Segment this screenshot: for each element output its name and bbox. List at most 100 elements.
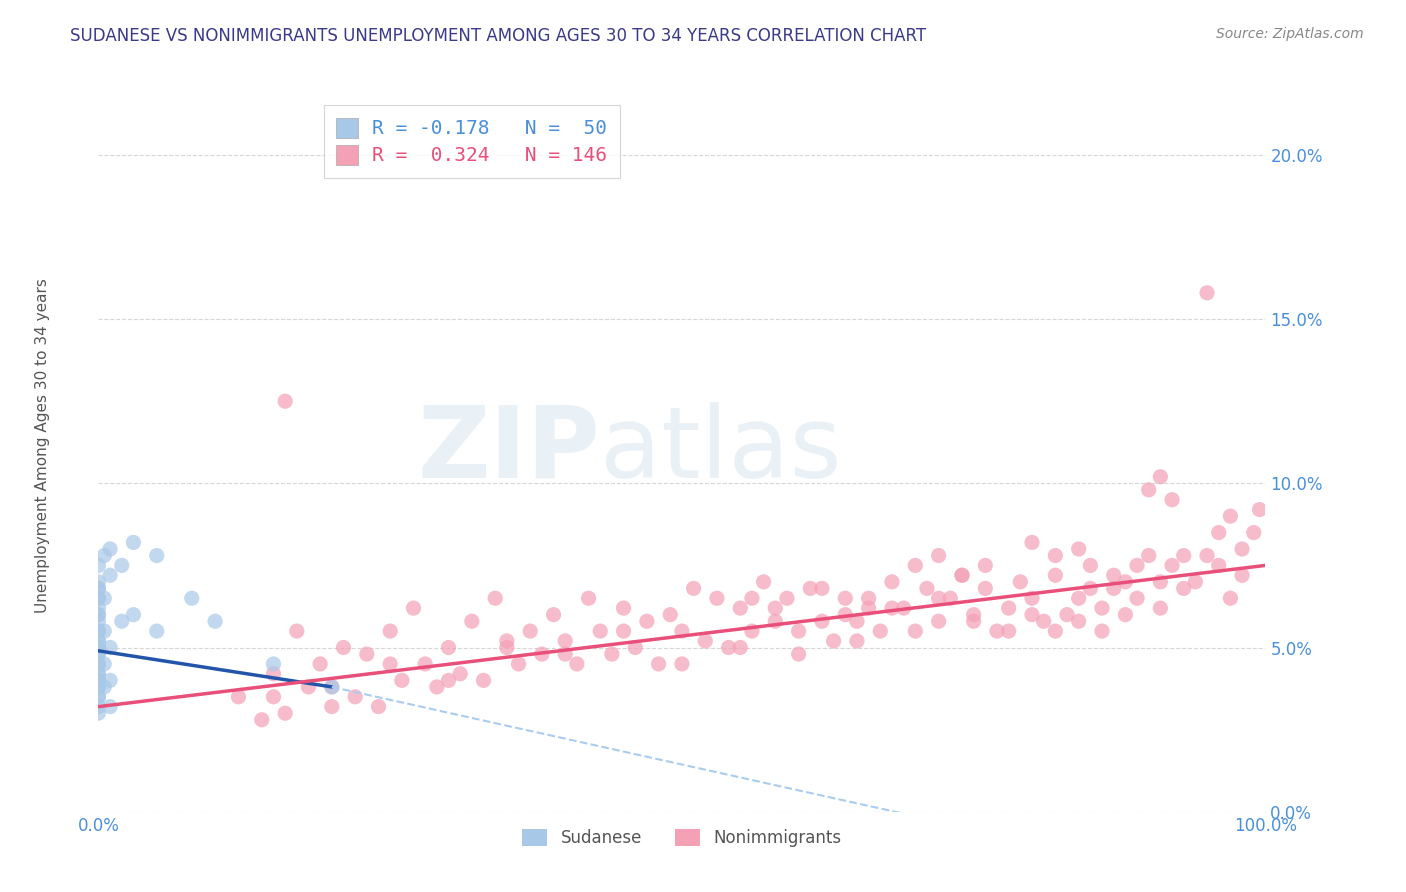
Point <box>87 680 110 694</box>
Point <box>274 394 297 409</box>
Point <box>1102 568 1125 582</box>
Point <box>1114 574 1136 589</box>
Point <box>962 614 984 628</box>
Point <box>437 673 460 688</box>
Point <box>274 706 297 721</box>
Point <box>87 634 110 648</box>
Point <box>823 634 845 648</box>
Point <box>741 591 763 606</box>
Text: Unemployment Among Ages 30 to 34 years: Unemployment Among Ages 30 to 34 years <box>35 278 49 614</box>
Point <box>367 699 389 714</box>
Point <box>1010 574 1032 589</box>
Point <box>1126 591 1149 606</box>
Point <box>1021 591 1043 606</box>
Point <box>1173 549 1195 563</box>
Legend: Sudanese, Nonimmigrants: Sudanese, Nonimmigrants <box>516 822 848 854</box>
Point <box>1219 509 1241 524</box>
Point <box>380 657 402 671</box>
Point <box>87 640 110 655</box>
Point <box>1184 574 1206 589</box>
Point <box>87 591 110 606</box>
Point <box>846 634 869 648</box>
Point <box>624 640 647 655</box>
Point <box>87 666 110 681</box>
Point <box>1161 492 1184 507</box>
Point <box>87 680 110 694</box>
Point <box>1208 558 1230 573</box>
Point <box>391 673 413 688</box>
Point <box>578 591 600 606</box>
Point <box>880 574 903 589</box>
Point <box>997 624 1019 639</box>
Point <box>87 666 110 681</box>
Point <box>87 624 110 639</box>
Point <box>332 640 354 655</box>
Point <box>1149 469 1171 483</box>
Point <box>997 601 1019 615</box>
Point <box>87 673 110 688</box>
Point <box>321 699 343 714</box>
Point <box>1208 525 1230 540</box>
Point <box>285 624 308 639</box>
Point <box>321 680 343 694</box>
Point <box>974 582 997 596</box>
Point <box>87 582 110 596</box>
Point <box>950 568 973 582</box>
Point <box>87 699 110 714</box>
Point <box>986 624 1008 639</box>
Point <box>122 607 145 622</box>
Point <box>939 591 962 606</box>
Point <box>706 591 728 606</box>
Point <box>776 591 799 606</box>
Point <box>472 673 495 688</box>
Point <box>111 614 134 628</box>
Point <box>858 591 880 606</box>
Point <box>787 624 810 639</box>
Point <box>928 549 950 563</box>
Point <box>250 713 273 727</box>
Point <box>904 558 927 573</box>
Point <box>356 647 378 661</box>
Point <box>98 699 121 714</box>
Point <box>671 624 693 639</box>
Point <box>1067 591 1090 606</box>
Point <box>87 657 110 671</box>
Point <box>204 614 226 628</box>
Point <box>600 647 623 661</box>
Point <box>799 582 821 596</box>
Point <box>787 647 810 661</box>
Point <box>846 614 869 628</box>
Point <box>811 614 834 628</box>
Text: atlas: atlas <box>600 402 842 499</box>
Point <box>93 680 115 694</box>
Point <box>496 640 519 655</box>
Point <box>93 591 115 606</box>
Point <box>1091 624 1114 639</box>
Point <box>519 624 541 639</box>
Point <box>122 535 145 549</box>
Point <box>87 607 110 622</box>
Point <box>111 558 134 573</box>
Point <box>695 634 717 648</box>
Point <box>589 624 612 639</box>
Point <box>869 624 891 639</box>
Point <box>1161 558 1184 573</box>
Point <box>928 614 950 628</box>
Point <box>730 640 752 655</box>
Point <box>636 614 658 628</box>
Point <box>297 680 319 694</box>
Point <box>1045 568 1067 582</box>
Point <box>647 657 669 671</box>
Point <box>834 591 856 606</box>
Point <box>530 647 553 661</box>
Point <box>93 657 115 671</box>
Point <box>496 634 519 648</box>
Point <box>87 647 110 661</box>
Point <box>1114 607 1136 622</box>
Point <box>426 680 449 694</box>
Point <box>752 574 775 589</box>
Point <box>93 624 115 639</box>
Text: SUDANESE VS NONIMMIGRANTS UNEMPLOYMENT AMONG AGES 30 TO 34 YEARS CORRELATION CHA: SUDANESE VS NONIMMIGRANTS UNEMPLOYMENT A… <box>70 27 927 45</box>
Point <box>87 574 110 589</box>
Text: ZIP: ZIP <box>418 402 600 499</box>
